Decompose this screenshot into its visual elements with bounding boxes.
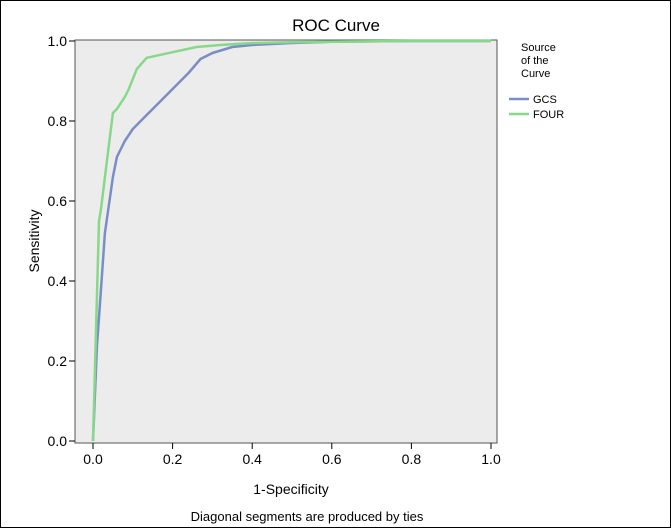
y-tick-label: 0.4 (48, 273, 68, 289)
series-line-four (91, 39, 491, 442)
y-tick-label: 0.2 (48, 353, 68, 369)
chart-title: ROC Curve (292, 16, 380, 35)
x-tick-label: 0.6 (322, 451, 342, 467)
y-tick-label: 0.6 (48, 193, 68, 209)
legend-label-four: FOUR (533, 109, 564, 121)
y-axis: 0.0 0.2 0.4 0.6 0.8 1.0 (48, 33, 75, 449)
x-axis-label: 1-Specificity (253, 481, 328, 497)
y-tick-label: 0.8 (48, 113, 68, 129)
legend-label-gcs: GCS (533, 94, 557, 106)
y-tick-label: 1.0 (48, 33, 68, 49)
legend-items: GCS FOUR (509, 94, 564, 121)
x-tick-label: 1.0 (481, 451, 501, 467)
footnote: Diagonal segments are produced by ties (191, 509, 424, 524)
plot-area (74, 39, 498, 444)
series-layer (91, 39, 491, 442)
x-tick-label: 0.4 (242, 451, 262, 467)
x-tick-label: 0.2 (163, 451, 183, 467)
x-axis: 0.0 0.2 0.4 0.6 0.8 1.0 (83, 443, 501, 467)
y-axis-label: Sensitivity (26, 209, 42, 272)
legend: Source of the Curve GCS FOUR (509, 42, 564, 121)
x-tick-label: 0.0 (83, 451, 103, 467)
y-tick-label: 0.0 (48, 433, 68, 449)
legend-title: Source of the Curve (521, 42, 559, 80)
x-tick-label: 0.8 (402, 451, 422, 467)
